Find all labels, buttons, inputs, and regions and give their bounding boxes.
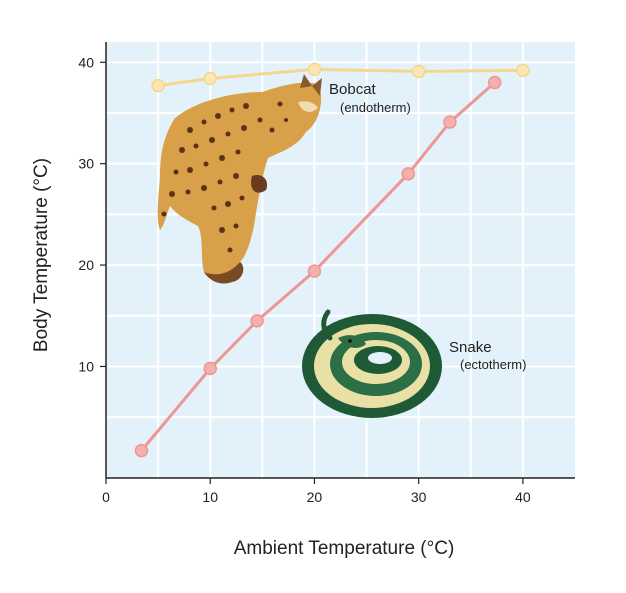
x-tick-label: 30 — [411, 489, 427, 505]
snake-illustration — [302, 309, 442, 418]
snake-data-point — [203, 361, 217, 376]
bobcat-data-point — [411, 64, 426, 79]
x-tick-label: 40 — [515, 489, 531, 505]
y-tick-label: 10 — [78, 358, 94, 374]
snake-sublabel: (ectotherm) — [460, 357, 526, 372]
snake-data-point — [401, 167, 415, 181]
series-markers — [134, 62, 530, 458]
y-axis-title: Body Temperature (°C) — [31, 158, 52, 352]
bobcat-data-point — [516, 63, 530, 78]
bobcat-data-point — [203, 71, 217, 86]
snake-data-point — [443, 115, 457, 129]
snake-data-point — [134, 443, 149, 458]
snake-annotation: Snake (ectotherm) — [449, 339, 526, 372]
snake-data-point — [250, 314, 264, 328]
snake-label: Snake — [449, 339, 492, 356]
x-tick-label: 0 — [102, 489, 110, 505]
snake-data-point — [487, 75, 502, 90]
bobcat-data-point — [307, 62, 322, 77]
x-axis-title: Ambient Temperature (°C) — [234, 538, 455, 559]
ticks: 0 10 20 30 40 10 20 30 40 — [78, 54, 530, 505]
y-tick-label: 20 — [78, 257, 94, 273]
bobcat-data-point — [151, 78, 165, 93]
y-tick-label: 30 — [78, 156, 94, 172]
bobcat-label: Bobcat — [329, 81, 377, 98]
axes — [105, 42, 575, 479]
bobcat-illustration — [157, 74, 322, 284]
bobcat-sublabel: (endotherm) — [340, 100, 411, 115]
bobcat-annotation: Bobcat (endotherm) — [329, 81, 411, 115]
y-tick-label: 40 — [78, 54, 94, 70]
x-tick-label: 20 — [307, 489, 323, 505]
snake-data-point — [307, 264, 322, 278]
x-tick-label: 10 — [202, 489, 218, 505]
